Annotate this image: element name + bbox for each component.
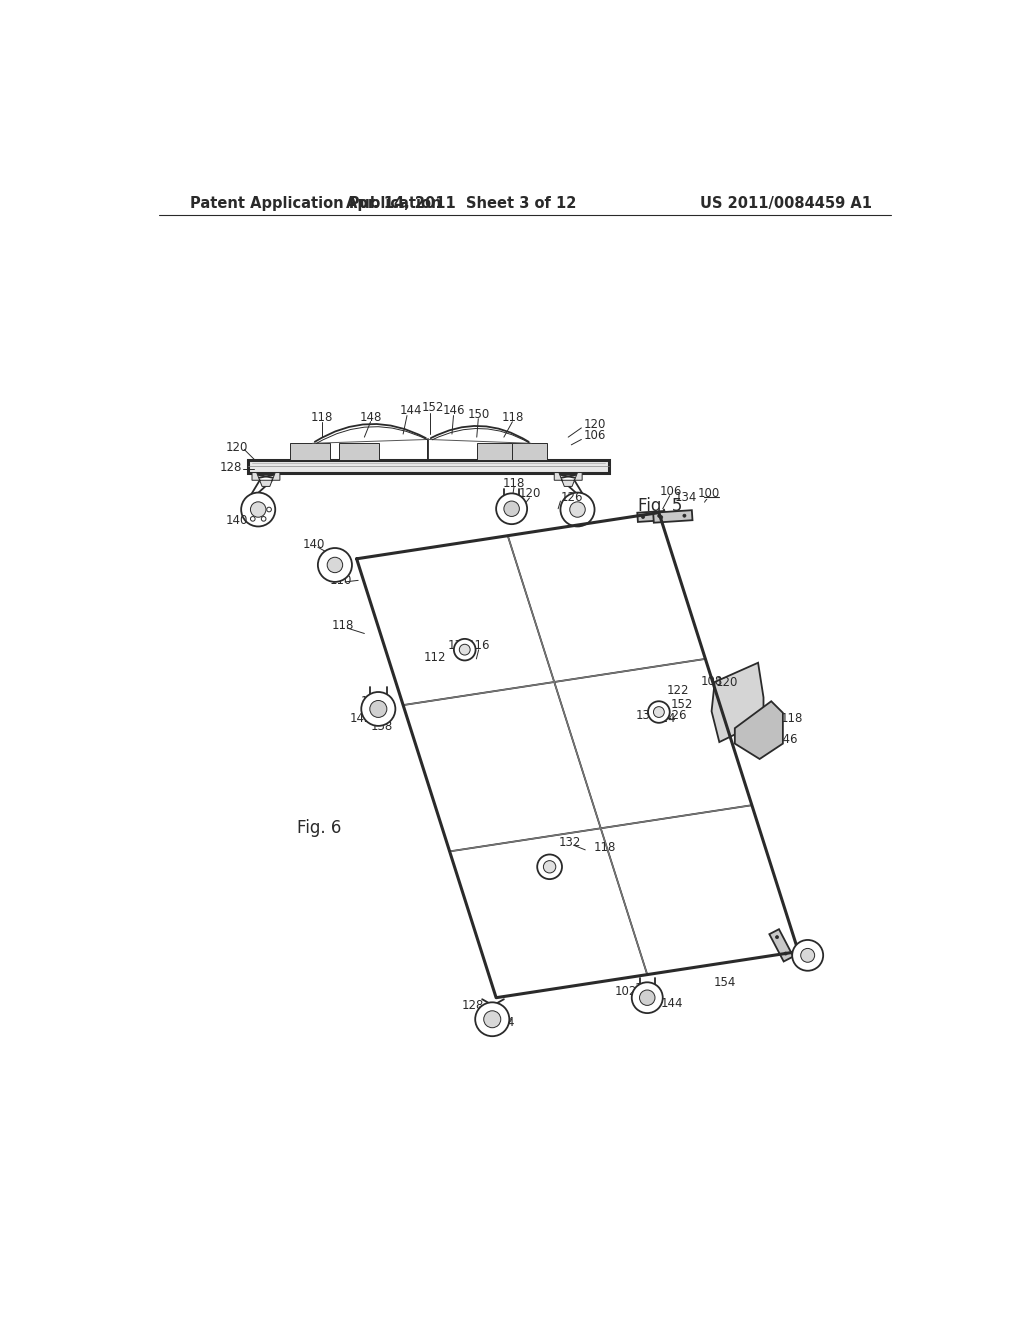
Text: 114: 114	[654, 711, 676, 725]
Text: 146: 146	[443, 404, 466, 417]
Text: 106: 106	[659, 484, 682, 498]
Circle shape	[683, 515, 686, 517]
Bar	[477, 444, 512, 461]
Circle shape	[328, 557, 343, 573]
Text: 108: 108	[700, 675, 723, 688]
Text: 130: 130	[636, 709, 658, 722]
Text: 144: 144	[660, 998, 683, 1010]
Polygon shape	[554, 473, 583, 487]
Circle shape	[775, 936, 778, 939]
Circle shape	[641, 515, 644, 519]
Text: 120: 120	[584, 417, 606, 430]
Text: 120: 120	[225, 441, 248, 454]
Circle shape	[793, 940, 823, 970]
Bar	[512, 444, 547, 461]
Text: Apr. 14, 2011  Sheet 3 of 12: Apr. 14, 2011 Sheet 3 of 12	[346, 195, 577, 211]
Text: 122: 122	[667, 684, 689, 697]
Circle shape	[659, 516, 663, 519]
Text: 144: 144	[399, 404, 422, 417]
Circle shape	[251, 516, 255, 521]
Text: 118: 118	[781, 711, 804, 725]
Text: 100: 100	[698, 487, 720, 500]
Circle shape	[483, 1011, 501, 1028]
Text: 132: 132	[558, 836, 581, 849]
Text: 118: 118	[503, 477, 525, 490]
Circle shape	[653, 706, 665, 718]
Polygon shape	[637, 511, 665, 521]
Text: 118: 118	[310, 411, 333, 424]
Circle shape	[241, 492, 275, 527]
Text: Fig. 6: Fig. 6	[297, 820, 341, 837]
Text: 140: 140	[225, 513, 248, 527]
Circle shape	[460, 644, 470, 655]
Circle shape	[538, 854, 562, 879]
Text: 134: 134	[675, 491, 697, 504]
Text: 150: 150	[467, 408, 489, 421]
Text: 112: 112	[424, 651, 446, 664]
Polygon shape	[252, 473, 280, 487]
Text: Fig. 5: Fig. 5	[638, 498, 682, 515]
Text: 142: 142	[349, 713, 372, 726]
Text: 102: 102	[614, 985, 637, 998]
Circle shape	[475, 1002, 509, 1036]
Circle shape	[251, 502, 266, 517]
Text: 118: 118	[594, 841, 615, 854]
Text: 154: 154	[714, 975, 736, 989]
Text: 120: 120	[518, 487, 541, 500]
Circle shape	[784, 952, 787, 956]
Text: 110: 110	[330, 574, 352, 587]
Text: 126: 126	[560, 491, 583, 504]
Polygon shape	[653, 511, 692, 523]
Polygon shape	[769, 929, 794, 961]
Text: 152: 152	[671, 698, 693, 711]
Text: 120: 120	[635, 982, 656, 995]
Circle shape	[261, 516, 266, 521]
Text: 146: 146	[775, 733, 798, 746]
Circle shape	[632, 982, 663, 1014]
Text: 106: 106	[584, 429, 606, 442]
Polygon shape	[735, 701, 783, 759]
Bar	[248, 461, 608, 473]
Text: 128: 128	[220, 462, 243, 474]
Text: 124: 124	[493, 1016, 515, 1028]
Text: US 2011/0084459 A1: US 2011/0084459 A1	[700, 195, 872, 211]
Circle shape	[361, 692, 395, 726]
Text: 138: 138	[371, 721, 392, 733]
Circle shape	[370, 701, 387, 718]
Circle shape	[266, 507, 271, 512]
Circle shape	[657, 515, 660, 517]
Circle shape	[640, 990, 655, 1006]
Text: 136: 136	[447, 639, 470, 652]
Text: 118: 118	[501, 411, 523, 424]
Text: 118: 118	[332, 619, 354, 632]
Circle shape	[504, 502, 519, 516]
Text: 148: 148	[359, 411, 382, 424]
Text: 120: 120	[716, 676, 738, 689]
Bar	[339, 444, 379, 461]
Text: 140: 140	[303, 539, 326, 552]
Circle shape	[454, 639, 475, 660]
Text: 116: 116	[467, 639, 489, 652]
Circle shape	[801, 948, 815, 962]
Bar	[290, 444, 331, 461]
Text: 126: 126	[665, 709, 687, 722]
Text: Patent Application Publication: Patent Application Publication	[190, 195, 441, 211]
Circle shape	[496, 494, 527, 524]
Circle shape	[560, 492, 595, 527]
Text: 128: 128	[462, 999, 484, 1012]
Circle shape	[648, 701, 670, 723]
Text: 140: 140	[632, 995, 654, 1008]
Text: 152: 152	[422, 401, 443, 414]
Text: 120: 120	[360, 694, 383, 708]
Circle shape	[544, 861, 556, 873]
Circle shape	[317, 548, 352, 582]
Polygon shape	[712, 663, 764, 742]
Circle shape	[569, 502, 586, 517]
